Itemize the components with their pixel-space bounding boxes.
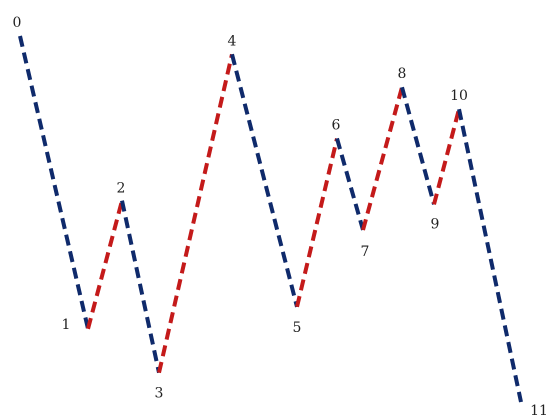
wave-segment-4-5	[230, 53, 299, 308]
point-label-5: 5	[293, 320, 302, 336]
point-label-10: 10	[450, 88, 468, 104]
point-label-3: 3	[155, 386, 164, 402]
wave-segment-7-8	[361, 86, 404, 231]
wave-segment-5-6	[295, 138, 339, 308]
wave-segment-0-1	[18, 35, 90, 330]
wave-segment-6-7	[335, 137, 365, 231]
point-label-8: 8	[398, 66, 407, 82]
wave-segment-1-2	[86, 200, 124, 330]
wave-segment-9-10	[432, 108, 461, 205]
wave-segment-8-9	[400, 86, 436, 205]
wave-segment-2-3	[120, 200, 161, 374]
point-label-11: 11	[530, 403, 548, 418]
wave-segment-3-4	[157, 53, 234, 374]
point-label-0: 0	[13, 15, 22, 31]
point-labels: 0 1 2 3 4 5 6 7 8 9 10 11	[13, 15, 548, 418]
point-label-4: 4	[228, 33, 237, 49]
wave-segments	[18, 35, 523, 403]
point-label-2: 2	[117, 181, 126, 197]
point-label-1: 1	[62, 317, 71, 333]
point-label-7: 7	[361, 244, 370, 260]
wave-segment-10-11	[457, 108, 523, 403]
point-label-9: 9	[431, 216, 440, 232]
point-label-6: 6	[332, 117, 341, 133]
